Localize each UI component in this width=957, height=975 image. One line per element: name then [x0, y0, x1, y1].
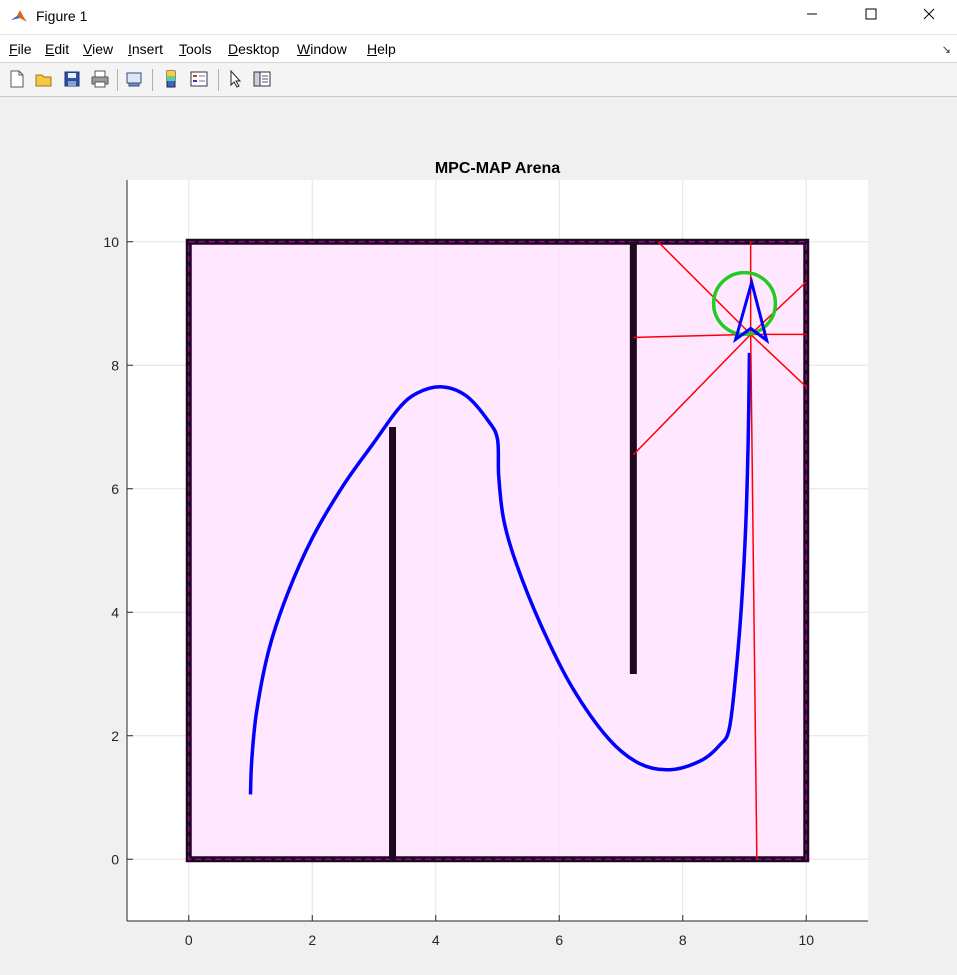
toolbar-separator [117, 69, 118, 91]
y-tick-label: 8 [111, 357, 119, 373]
ray-6 [633, 333, 751, 339]
menu-desktop[interactable]: Desktop [228, 41, 280, 57]
chart-title: MPC-MAP Arena [435, 160, 560, 177]
link-plot-icon[interactable] [124, 69, 144, 89]
x-tick-label: 10 [798, 932, 814, 948]
arena-chart[interactable]: 0 2 4 6 8 10 0 2 4 6 8 10 MPC-MAP Arena [2, 97, 955, 973]
menu-view[interactable]: View [83, 41, 114, 57]
x-tick-label: 6 [555, 932, 563, 948]
minimize-icon [807, 13, 817, 15]
new-figure-icon[interactable] [7, 69, 27, 89]
x-tick-label: 8 [679, 932, 687, 948]
y-tick-label: 2 [111, 728, 119, 744]
walls [188, 241, 807, 860]
maximize-icon [865, 8, 877, 20]
lidar-rays [632, 241, 807, 860]
ray-1 [750, 333, 807, 388]
matlab-logo-icon [10, 7, 28, 25]
legend-icon[interactable] [189, 69, 209, 89]
menu-edit[interactable]: Edit [45, 41, 70, 57]
x-tick-label: 0 [185, 932, 193, 948]
y-tick-label: 4 [111, 604, 119, 620]
open-file-icon[interactable] [34, 69, 54, 89]
x-tick-label: 4 [432, 932, 440, 948]
x-tick-label: 2 [308, 932, 316, 948]
y-tick-label: 10 [103, 234, 119, 250]
menu-file[interactable]: File [9, 41, 32, 57]
arena-boundary-dashed [188, 241, 807, 860]
maximize-button[interactable] [848, 0, 894, 32]
y-tick-label: 6 [111, 481, 119, 497]
robot-path-line [248, 352, 752, 795]
close-icon [923, 8, 935, 20]
window-titlebar: Figure 1 [0, 0, 957, 35]
property-inspector-icon[interactable] [252, 69, 272, 89]
y-tick-label: 0 [111, 851, 119, 867]
toolbar-separator [218, 69, 219, 91]
menu-window[interactable]: Window [297, 41, 347, 57]
menu-help[interactable]: Help [367, 41, 396, 57]
ray-0 [749, 334, 758, 860]
minimize-button[interactable] [789, 0, 835, 32]
ray-5 [657, 241, 752, 335]
figure-toolbar [0, 63, 957, 97]
ray-7 [632, 333, 752, 456]
menu-insert[interactable]: Insert [128, 41, 164, 57]
save-icon[interactable] [62, 69, 82, 89]
toolbar-separator [152, 69, 153, 91]
colorbar-icon[interactable] [161, 69, 181, 89]
close-button[interactable] [906, 0, 952, 32]
ray-3 [750, 281, 807, 335]
figure-canvas: 0 2 4 6 8 10 0 2 4 6 8 10 MPC-MAP Arena [2, 97, 955, 973]
print-icon[interactable] [90, 69, 110, 89]
pointer-icon[interactable] [226, 69, 246, 89]
window-title: Figure 1 [36, 8, 88, 24]
menu-bar: File Edit View Insert Tools Desktop Wind… [0, 35, 957, 63]
menu-tools[interactable]: Tools [179, 41, 212, 57]
arena-floor [185, 238, 810, 863]
axes [126, 180, 868, 922]
robot-arrow-icon [733, 276, 770, 345]
tick-labels: 0 2 4 6 8 10 0 2 4 6 8 10 [103, 234, 814, 948]
dock-arrow-icon[interactable]: ↘ [941, 44, 951, 56]
